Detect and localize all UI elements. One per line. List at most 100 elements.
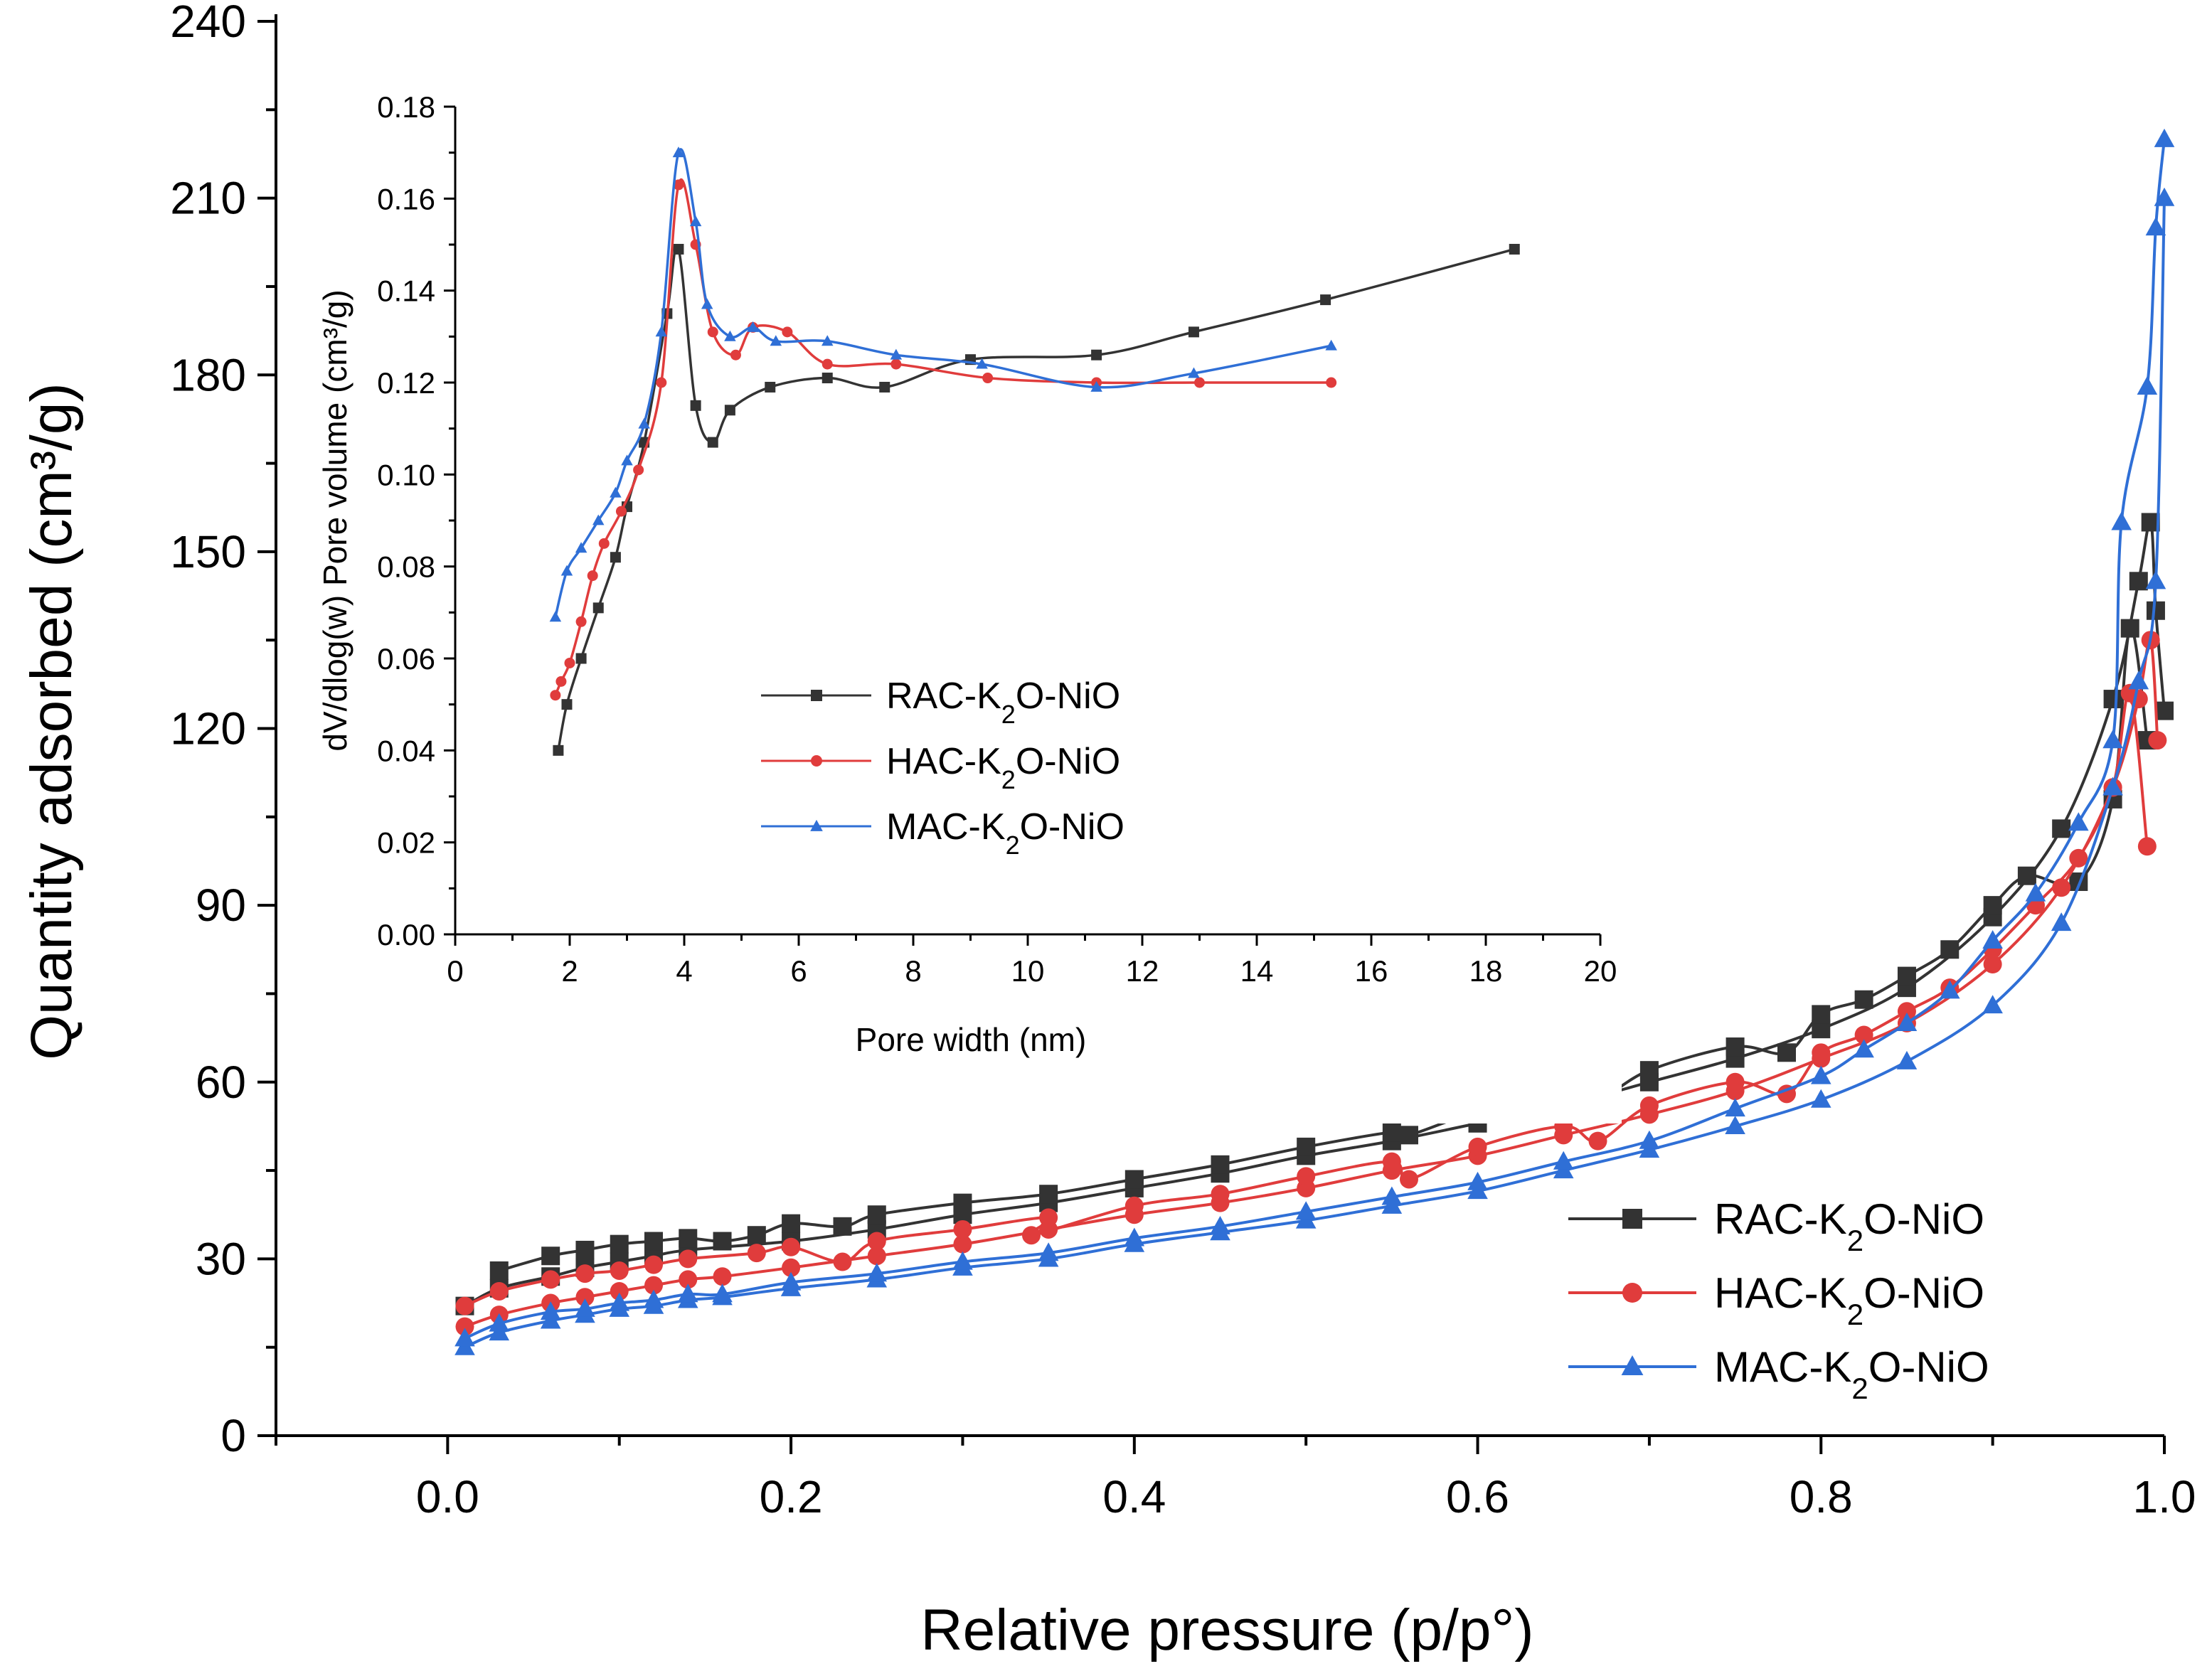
main-data-point — [833, 1217, 852, 1236]
inset-data-point — [564, 657, 575, 668]
main-data-point — [867, 1205, 886, 1224]
inset-data-point — [707, 326, 718, 338]
inset-data-point — [575, 653, 587, 664]
inset-data-point — [701, 298, 713, 309]
main-data-point — [713, 1267, 732, 1286]
inset-data-point — [730, 349, 741, 361]
inset-data-point — [1090, 380, 1102, 392]
main-data-point — [1639, 1061, 1659, 1080]
main-y-tick-label: 90 — [196, 880, 246, 931]
main-data-point — [575, 1288, 595, 1307]
main-data-point — [2111, 511, 2132, 530]
main-data-point — [1211, 1155, 1230, 1174]
inset-data-point — [587, 570, 598, 582]
inset-x-tick-label: 6 — [790, 954, 807, 988]
inset-data-point — [560, 565, 573, 576]
inset-data-point — [707, 437, 718, 448]
inset-data-point — [890, 358, 902, 370]
main-data-point — [953, 1193, 972, 1212]
main-data-point — [1038, 1242, 1059, 1261]
main-data-point — [1983, 896, 2002, 915]
main-data-point — [2145, 217, 2166, 236]
main-data-point — [833, 1252, 852, 1271]
inset-data-point — [549, 611, 562, 622]
inset-y-tick-label: 0.04 — [377, 734, 435, 767]
inset-y-tick-label: 0.12 — [377, 366, 435, 400]
main-data-point — [489, 1313, 510, 1332]
inset-data-point — [724, 330, 736, 341]
inset-data-point — [621, 454, 633, 466]
inset-y-tick-label: 0.02 — [377, 826, 435, 860]
main-data-point — [953, 1219, 972, 1239]
inset-data-point — [610, 552, 621, 563]
main-data-point — [610, 1234, 629, 1254]
inset-x-tick-label: 16 — [1355, 954, 1388, 988]
inset-legend-marker — [811, 755, 822, 767]
inset-x-tick-label: 18 — [1469, 954, 1503, 988]
main-data-point — [575, 1264, 595, 1283]
main-data-point — [1400, 1126, 1418, 1145]
main-legend: RAC-K2O-NiO HAC-K2O-NiO MAC-K2O-NiO — [1568, 1195, 1989, 1405]
inset-data-point — [747, 321, 759, 332]
inset-data-point — [821, 335, 834, 346]
main-data-point — [1810, 1089, 1831, 1108]
inset-data-point — [689, 215, 702, 227]
inset-legend-label: HAC-K2O-NiO — [886, 741, 1120, 794]
inset-y-tick-label: 0.14 — [377, 274, 435, 308]
inset-data-point — [656, 377, 667, 388]
inset-y-tick-label: 0.18 — [377, 90, 435, 124]
inset-data-point — [575, 616, 587, 627]
main-data-point — [1982, 930, 2003, 949]
main-data-point — [540, 1301, 561, 1320]
main-x-axis-title: Relative pressure (p/p°) — [920, 1598, 1533, 1662]
main-data-point — [1124, 1170, 1144, 1189]
inset-data-point — [673, 179, 684, 191]
inset-legend: RAC-K2O-NiO HAC-K2O-NiO MAC-K2O-NiO — [761, 676, 1124, 860]
main-data-point — [1725, 1098, 1745, 1117]
main-data-point — [677, 1283, 698, 1303]
main-data-point — [1295, 1201, 1317, 1220]
inset-data-point — [765, 381, 776, 393]
inset-data-point — [598, 538, 610, 549]
main-data-point — [952, 1251, 973, 1270]
inset-data-point — [782, 326, 793, 338]
inset-data-point — [724, 405, 735, 416]
inset-y-axis-title: dV/dlog(w) Pore volume (cm³/g) — [317, 289, 353, 751]
inset-data-point — [610, 486, 622, 498]
main-data-point — [867, 1232, 886, 1251]
main-data-point — [1553, 1151, 1574, 1170]
main-data-point — [489, 1261, 509, 1280]
inset-x-tick-label: 20 — [1584, 954, 1617, 988]
main-data-point — [1812, 1005, 1831, 1024]
main-data-point — [1039, 1208, 1058, 1227]
inset-data-point — [575, 542, 587, 553]
main-data-point — [1726, 1072, 1745, 1091]
main-data-point — [489, 1281, 509, 1301]
main-data-point — [541, 1247, 560, 1266]
main-data-point — [953, 1234, 972, 1254]
main-data-point — [2145, 570, 2166, 589]
main-data-point — [1382, 1152, 1401, 1171]
inset-data-point — [592, 514, 605, 525]
main-legend-marker — [1621, 1355, 1644, 1375]
main-y-tick-label: 180 — [170, 349, 246, 400]
main-y-tick-label: 30 — [196, 1233, 246, 1284]
main-data-point — [644, 1255, 663, 1274]
main-data-point — [1854, 1039, 1874, 1058]
inset-data-point — [821, 358, 833, 370]
main-data-point — [1210, 1215, 1230, 1234]
main-data-point — [866, 1263, 888, 1282]
inset-legend-marker — [810, 819, 823, 831]
inset-legend-label: MAC-K2O-NiO — [886, 806, 1124, 860]
main-legend-label: RAC-K2O-NiO — [1714, 1195, 1984, 1257]
main-data-point — [1639, 1130, 1660, 1149]
inset-data-point — [592, 602, 604, 614]
main-data-point — [2051, 912, 2072, 932]
main-data-point — [575, 1298, 595, 1317]
main-data-point — [2102, 730, 2123, 749]
inset-data-point — [550, 690, 561, 701]
inset-y-tick-label: 0.16 — [377, 182, 435, 215]
main-data-point — [2017, 866, 2036, 885]
